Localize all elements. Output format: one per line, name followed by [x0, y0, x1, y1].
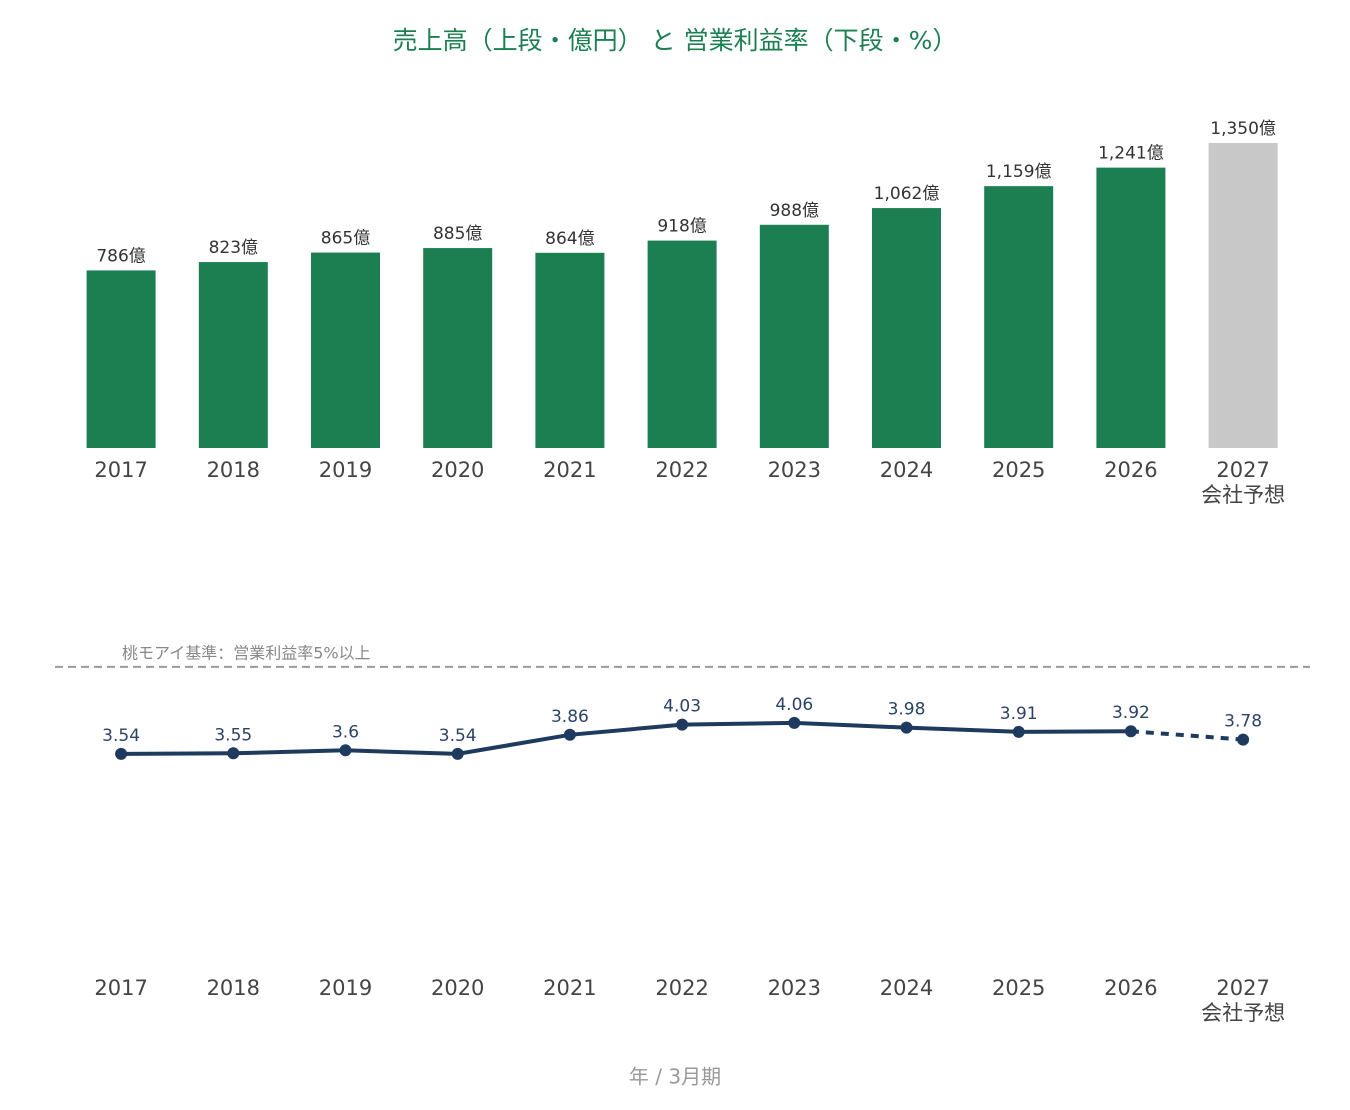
reference-label: 桃モアイ基準：営業利益率5%以上 [122, 643, 371, 662]
x-tick-label: 2022 [655, 976, 708, 1000]
value-label: 865億 [321, 229, 370, 249]
value-label: 864億 [545, 229, 594, 249]
bar [647, 240, 717, 448]
value-label: 918億 [657, 217, 706, 237]
bar [86, 270, 156, 448]
x-tick-label: 2023 [768, 458, 821, 482]
point [227, 747, 240, 760]
bar [759, 224, 829, 448]
value-label: 885億 [433, 224, 482, 244]
chart-title: 売上高（上段・億円） と 営業利益率（下段・%） [393, 26, 958, 55]
value-label: 823億 [209, 238, 258, 258]
value-label: 4.03 [663, 697, 701, 717]
point [1012, 725, 1025, 738]
value-label: 3.54 [102, 726, 140, 746]
bar [984, 186, 1054, 448]
value-label: 3.91 [1000, 704, 1038, 724]
x-tick-label: 2025 [992, 458, 1045, 482]
point [1124, 725, 1137, 738]
bar [535, 252, 605, 448]
bar [311, 252, 380, 448]
x-tick-label: 2027 会社予想 [1201, 458, 1285, 507]
line [121, 720, 1131, 756]
value-label: 3.54 [439, 726, 477, 746]
bar [872, 208, 941, 448]
point [676, 718, 689, 731]
value-label: 1,062億 [874, 184, 940, 204]
bar [1096, 167, 1166, 449]
value-label: 786億 [96, 246, 145, 266]
bar [1208, 143, 1278, 448]
value-label: 3.6 [332, 722, 359, 742]
point [900, 721, 913, 734]
bar [423, 248, 493, 448]
x-tick-label: 2021 [543, 976, 596, 1000]
forecast-line [1130, 729, 1244, 742]
x-tick-label: 2017 [94, 976, 147, 1000]
point [788, 716, 801, 729]
x-tick-label: 2020 [431, 458, 484, 482]
x-tick-label: 2026 [1104, 458, 1157, 482]
value-label: 1,350億 [1210, 119, 1276, 139]
value-label: 3.55 [214, 725, 252, 745]
value-label: 1,159億 [986, 162, 1052, 182]
x-tick-label: 2017 [94, 458, 147, 482]
point [563, 728, 576, 741]
point [115, 747, 128, 760]
x-axis-label: 年 / 3月期 [629, 1065, 721, 1089]
value-label: 3.92 [1112, 703, 1150, 723]
x-tick-label: 2024 [880, 976, 933, 1000]
x-tick-label: 2024 [880, 458, 933, 482]
value-label: 3.78 [1224, 712, 1262, 732]
value-label: 3.98 [888, 700, 926, 720]
x-tick-label: 2026 [1104, 976, 1157, 1000]
value-label: 4.06 [775, 695, 813, 715]
x-tick-label: 2027 会社予想 [1201, 976, 1285, 1025]
bar [198, 262, 268, 448]
point [339, 744, 352, 757]
x-tick-label: 2019 [319, 976, 372, 1000]
x-tick-label: 2025 [992, 976, 1045, 1000]
x-tick-label: 2018 [207, 458, 260, 482]
x-tick-label: 2023 [768, 976, 821, 1000]
x-tick-label: 2020 [431, 976, 484, 1000]
value-label: 3.86 [551, 707, 589, 727]
value-label: 1,241億 [1098, 144, 1164, 164]
point [451, 747, 464, 760]
point [1237, 733, 1250, 746]
x-tick-label: 2019 [319, 458, 372, 482]
x-tick-label: 2018 [207, 976, 260, 1000]
x-tick-label: 2021 [543, 458, 596, 482]
x-tick-label: 2022 [655, 458, 708, 482]
value-label: 988億 [770, 201, 819, 221]
